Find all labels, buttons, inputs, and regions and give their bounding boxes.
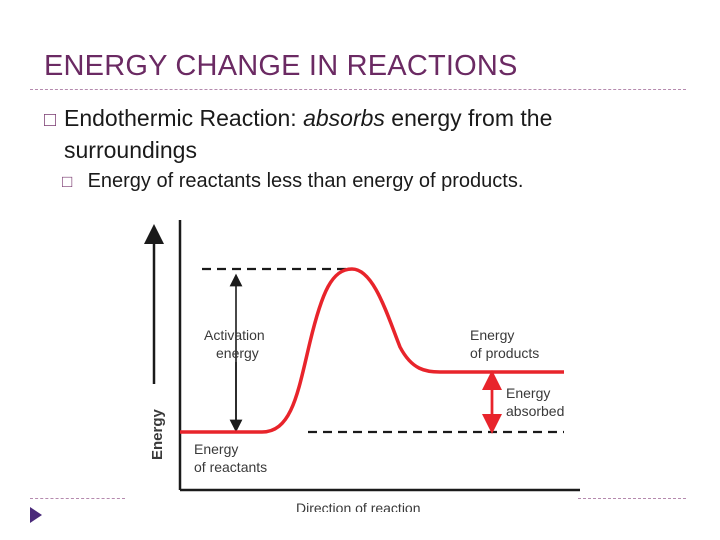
term-endothermic: Endothermic <box>64 105 194 131</box>
footer-divider-left <box>30 498 125 499</box>
absorbed-label-2: absorbed <box>506 403 564 419</box>
bullet1-rest2: surroundings <box>64 137 197 163</box>
energy-diagram: Energy Activation energy Energy of produ… <box>144 220 580 512</box>
products-label-1: Energy <box>470 327 514 343</box>
bullet-icon: □ <box>62 172 73 191</box>
footer-divider-right <box>578 498 686 499</box>
bullet-icon: □ <box>44 109 57 131</box>
x-axis-label: Direction of reaction <box>296 500 421 512</box>
y-axis-label: Energy <box>149 408 166 460</box>
title-divider <box>30 89 686 90</box>
bullet1-rest: energy from the <box>391 105 553 131</box>
products-label-2: of products <box>470 345 539 361</box>
bullet-energy-comparison: □ Energy of reactants less than energy o… <box>62 170 523 193</box>
reactants-label-1: Energy <box>194 441 238 457</box>
term-reaction: Reaction <box>199 105 291 131</box>
slide-corner-triangle-icon <box>30 507 42 523</box>
bullet-endothermic: □ Endothermic Reaction: absorbs energy fr… <box>44 103 684 165</box>
bullet2-pre: Energy of reactants <box>87 170 261 192</box>
activation-label-2: energy <box>216 345 259 361</box>
term-absorbs: absorbs <box>303 105 385 131</box>
reaction-curve <box>180 267 564 434</box>
slide-title: ENERGY CHANGE IN REACTIONS <box>44 50 518 82</box>
term-colon: : <box>290 105 297 131</box>
absorbed-label-1: Energy <box>506 385 550 401</box>
bullet2-post: energy of products. <box>352 170 524 192</box>
bullet2-strong: less than <box>266 170 347 192</box>
reactants-label-2: of reactants <box>194 459 267 475</box>
activation-label-1: Activation <box>204 327 265 343</box>
